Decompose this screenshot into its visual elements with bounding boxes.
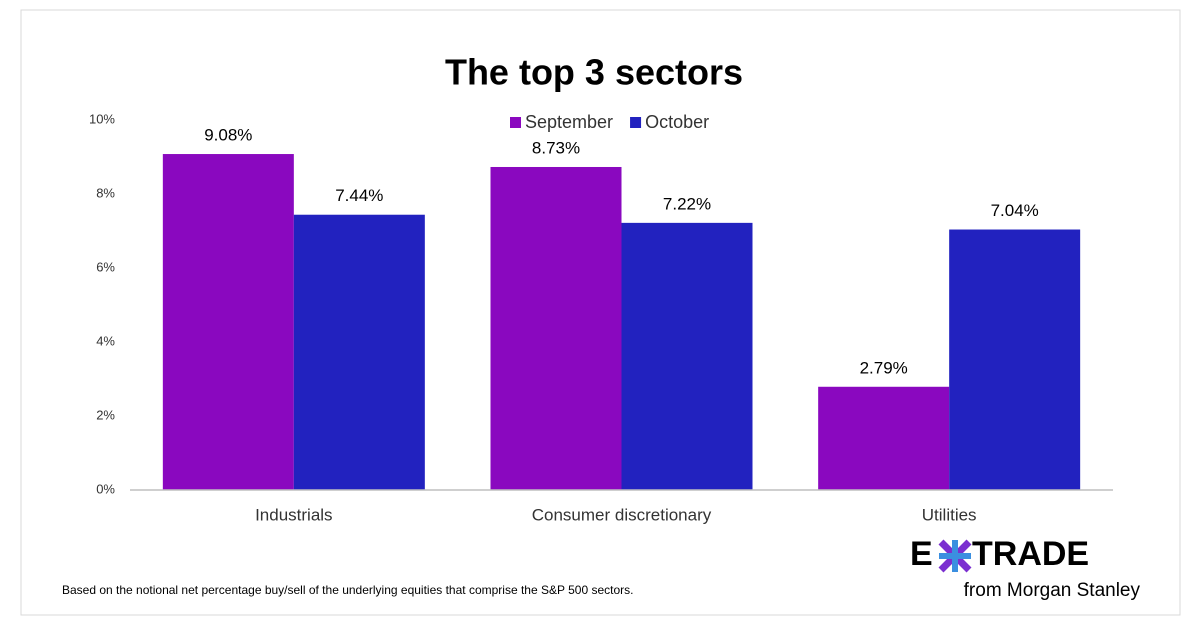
legend-label: October bbox=[645, 112, 709, 132]
value-label: 7.44% bbox=[335, 186, 383, 205]
y-tick-label: 2% bbox=[96, 407, 115, 422]
legend-swatch bbox=[630, 117, 642, 128]
bar bbox=[162, 154, 294, 491]
bar bbox=[490, 166, 622, 491]
footnote: Based on the notional net percentage buy… bbox=[62, 583, 633, 597]
logo-left: E bbox=[910, 535, 933, 573]
bar bbox=[818, 386, 950, 490]
value-label: 9.08% bbox=[204, 126, 252, 145]
value-label: 7.22% bbox=[663, 194, 711, 213]
chart-title: The top 3 sectors bbox=[445, 52, 743, 93]
legend-swatch bbox=[510, 117, 521, 128]
y-tick-label: 8% bbox=[96, 185, 115, 200]
x-tick-label: Industrials bbox=[255, 505, 332, 524]
x-tick-label: Consumer discretionary bbox=[532, 505, 712, 524]
value-label: 2.79% bbox=[860, 358, 908, 377]
y-tick-label: 10% bbox=[89, 111, 115, 126]
y-tick-label: 0% bbox=[96, 481, 115, 496]
value-label: 7.04% bbox=[991, 201, 1039, 220]
bar bbox=[949, 229, 1081, 490]
logo-star bbox=[938, 539, 972, 573]
logo-right: TRADE bbox=[972, 535, 1089, 573]
y-tick-label: 4% bbox=[96, 333, 115, 348]
logo-tagline: from Morgan Stanley bbox=[964, 580, 1141, 601]
legend-label: September bbox=[525, 112, 613, 132]
y-tick-label: 6% bbox=[96, 259, 115, 274]
bar bbox=[621, 222, 753, 491]
x-tick-label: Utilities bbox=[922, 505, 977, 524]
logo: E TRADE from Morgan Stanley bbox=[910, 535, 1140, 601]
bar bbox=[293, 214, 425, 490]
value-label: 8.73% bbox=[532, 138, 580, 157]
